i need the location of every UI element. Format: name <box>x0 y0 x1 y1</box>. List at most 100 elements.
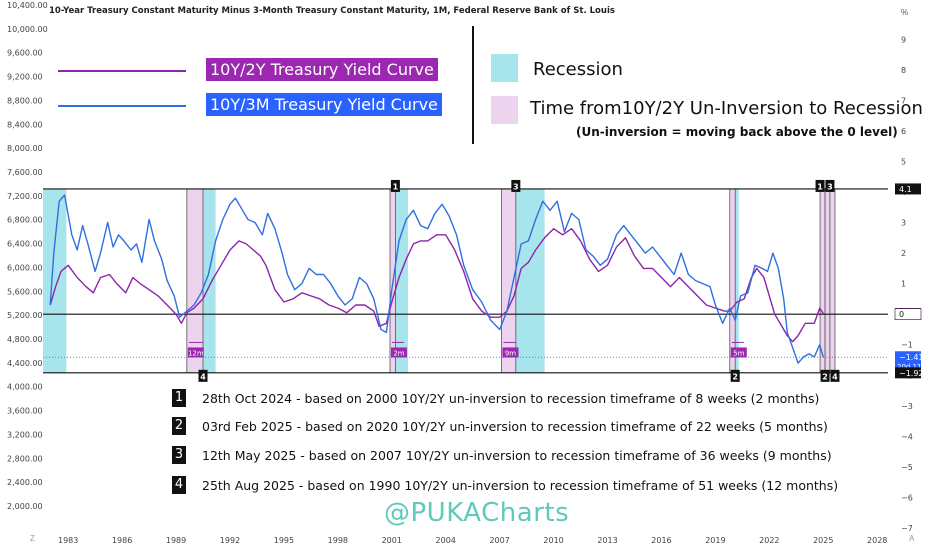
time-window-label-3: 5m <box>733 349 744 357</box>
right-tick-15: −6 <box>901 493 913 502</box>
recession-band-0 <box>43 188 67 373</box>
time-window-label-bg-1 <box>390 347 407 358</box>
value-badge-2: 0 <box>899 310 904 319</box>
marker-box-1 <box>511 179 521 192</box>
right-tick-13: −4 <box>901 432 913 441</box>
marker-number-4: 1 <box>817 182 823 191</box>
x-tick-2: 1989 <box>166 536 186 545</box>
x-tick-13: 2022 <box>759 536 779 545</box>
right-tick-2: 7 <box>901 96 906 105</box>
right-axis-unit: % <box>901 8 909 17</box>
note-2-number: 2 <box>172 417 186 435</box>
legend-time-sublabel: (Un-inversion = moving back above the 0 … <box>576 125 898 139</box>
x-tick-0: 1983 <box>58 536 78 545</box>
marker-number-7: 4 <box>832 372 838 381</box>
note-4-number: 4 <box>172 476 186 494</box>
marker-number-5: 3 <box>827 182 833 191</box>
time-window-label-bg-3 <box>730 347 747 358</box>
value-badge-bg-3 <box>895 351 921 372</box>
chart-title: 10-Year Treasury Constant Maturity Minus… <box>49 6 615 16</box>
right-tick-14: −5 <box>901 463 913 472</box>
note-1-text: 28th Oct 2024 - based on 2000 10Y/2Y un-… <box>202 390 820 406</box>
x-tick-1: 1986 <box>112 536 132 545</box>
legend-divider <box>472 26 474 144</box>
left-tick-4: 8,800.00 <box>7 96 43 105</box>
left-tick-13: 5,200.00 <box>7 311 43 320</box>
x-tick-6: 2001 <box>382 536 402 545</box>
right-tick-12: −3 <box>901 402 913 411</box>
legend-series2-label: 10Y/3M Treasury Yield Curve <box>206 93 442 116</box>
series-line-1 <box>49 228 824 343</box>
left-tick-6: 8,000.00 <box>7 144 43 153</box>
note-2: 2 03rd Feb 2025 - based on 2020 10Y/2Y u… <box>172 417 828 435</box>
time-window-label-bg-0 <box>187 347 204 358</box>
recession-band-2 <box>395 188 408 373</box>
marker-number-1: 3 <box>513 182 519 191</box>
note-4: 4 25th Aug 2025 - based on 1990 10Y/2Y u… <box>172 476 838 494</box>
left-tick-9: 6,800.00 <box>7 216 43 225</box>
x-tick-4: 1995 <box>274 536 294 545</box>
right-tick-0: 9 <box>901 35 906 44</box>
x-tick-8: 2007 <box>489 536 509 545</box>
time-window-band-0 <box>186 188 204 373</box>
note-2-text: 03rd Feb 2025 - based on 2020 10Y/2Y un-… <box>202 418 828 434</box>
watermark: @PUKACharts <box>384 498 570 528</box>
recession-band-4 <box>735 188 739 373</box>
left-tick-7: 7,600.00 <box>7 168 43 177</box>
x-tick-10: 2013 <box>597 536 617 545</box>
x-tick-3: 1992 <box>220 536 240 545</box>
recession-band-3 <box>515 188 545 373</box>
right-tick-4: 5 <box>901 157 906 166</box>
time-window-band-2 <box>501 188 516 373</box>
marker-box-5 <box>825 179 835 192</box>
left-tick-21: 2,000.00 <box>7 502 43 511</box>
right-tick-3: 6 <box>901 127 906 136</box>
tradingview-logo-icon[interactable]: Z <box>30 534 35 543</box>
note-1: 1 28th Oct 2024 - based on 2000 10Y/2Y u… <box>172 389 819 407</box>
time-window-label-2: 9m <box>505 349 516 357</box>
projection-window-1 <box>825 188 830 373</box>
x-tick-9: 2010 <box>543 536 563 545</box>
recession-band-1 <box>203 188 216 373</box>
marker-box-7 <box>830 369 840 382</box>
projection-window-0 <box>820 188 826 373</box>
series-line-2 <box>49 194 824 364</box>
x-tick-5: 1998 <box>328 536 348 545</box>
auto-scale-button[interactable]: A <box>909 534 915 543</box>
legend-series1-label: 10Y/2Y Treasury Yield Curve <box>206 58 438 81</box>
value-badge-bg-2 <box>894 308 922 320</box>
left-tick-14: 4,800.00 <box>7 335 43 344</box>
marker-box-0 <box>390 179 400 192</box>
right-tick-1: 8 <box>901 66 906 75</box>
left-tick-10: 6,400.00 <box>7 240 43 249</box>
left-tick-8: 7,200.00 <box>7 192 43 201</box>
note-1-number: 1 <box>172 389 186 407</box>
x-tick-14: 2025 <box>813 536 833 545</box>
note-3-text: 12th May 2025 - based on 2007 10Y/2Y un-… <box>202 447 832 463</box>
legend-time-swatch <box>491 96 518 124</box>
time-window-label-bg-2 <box>502 347 519 358</box>
legend-recession-swatch <box>491 54 518 82</box>
value-badge-bg-0 <box>895 183 921 195</box>
value-badge-bg-4 <box>895 367 921 379</box>
marker-number-6: 2 <box>822 372 828 381</box>
right-tick-10: −1 <box>901 341 913 350</box>
left-tick-16: 4,000.00 <box>7 383 43 392</box>
marker-number-0: 1 <box>393 182 399 191</box>
value-badge-3: −1.41 <box>899 353 924 362</box>
time-window-label-1: 2m <box>393 349 404 357</box>
marker-number-2: 4 <box>200 372 206 381</box>
projection-window-2 <box>829 188 835 373</box>
time-window-label-0: 12m <box>188 349 204 357</box>
x-tick-11: 2016 <box>651 536 671 545</box>
left-tick-20: 2,400.00 <box>7 478 43 487</box>
left-tick-15: 4,400.00 <box>7 359 43 368</box>
marker-box-2 <box>198 369 208 382</box>
left-tick-12: 5,600.00 <box>7 287 43 296</box>
x-tick-12: 2019 <box>705 536 725 545</box>
right-tick-16: −7 <box>901 524 913 533</box>
legend-recession-label: Recession <box>533 59 623 80</box>
right-tick-7: 2 <box>901 249 906 258</box>
right-tick-6: 3 <box>901 219 906 228</box>
